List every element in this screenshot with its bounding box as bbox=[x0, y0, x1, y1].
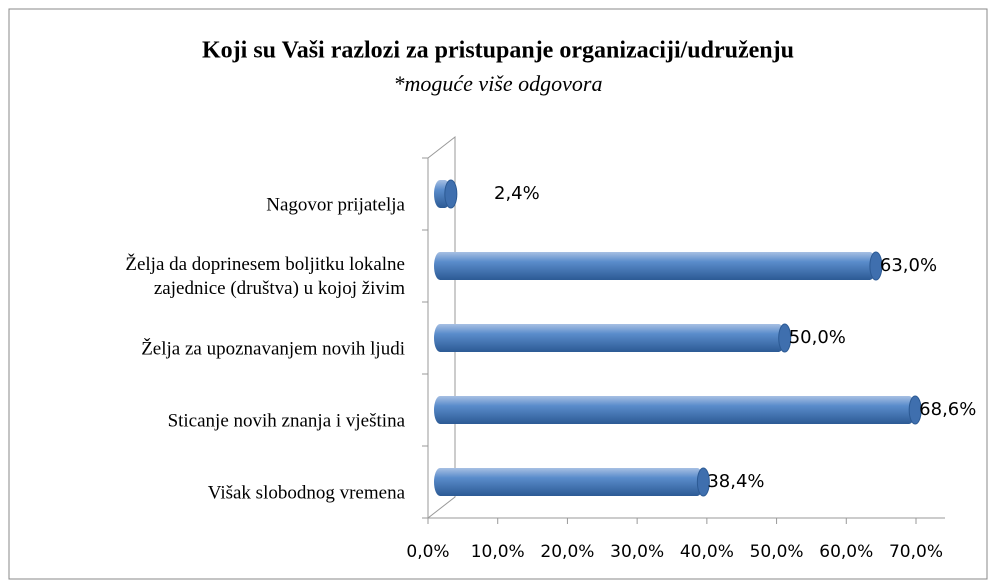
y-tick-label: Želja za upoznavanjem novih ljudi bbox=[141, 337, 405, 359]
back-wall bbox=[427, 135, 456, 520]
bar bbox=[434, 324, 785, 352]
x-tick-label: 50,0% bbox=[750, 542, 804, 562]
y-tick-label: Želja da doprinesem boljitku lokalne zaje… bbox=[125, 253, 405, 299]
x-tick-label: 60,0% bbox=[819, 542, 873, 562]
value-label: 50,0% bbox=[789, 327, 846, 348]
x-tick-label: 20,0% bbox=[540, 542, 594, 562]
x-tick-label: 30,0% bbox=[610, 542, 664, 562]
x-tick-label: 0,0% bbox=[406, 542, 449, 562]
y-tick-label: Nagovor prijatelja bbox=[266, 194, 405, 215]
value-label: 68,6% bbox=[919, 399, 976, 420]
x-tick-label: 70,0% bbox=[889, 542, 943, 562]
bar bbox=[434, 396, 916, 424]
bar-cap bbox=[908, 395, 922, 425]
value-label: 2,4% bbox=[494, 183, 540, 204]
bar-cap bbox=[778, 323, 792, 353]
value-label: 63,0% bbox=[880, 255, 937, 276]
value-label: 38,4% bbox=[707, 471, 764, 492]
y-tick-label: Sticanje novih znanja i vještina bbox=[168, 410, 406, 431]
x-tick-label: 10,0% bbox=[471, 542, 525, 562]
bar bbox=[434, 468, 704, 496]
bar-cap bbox=[869, 251, 883, 281]
y-tick-label: Višak slobodnog vremena bbox=[208, 482, 406, 503]
x-tick-label: 40,0% bbox=[680, 542, 734, 562]
bar-cap bbox=[444, 179, 458, 209]
bar-cap bbox=[696, 467, 710, 497]
chart-title: Koji su Vaši razlozi za pristupanje orga… bbox=[202, 38, 794, 64]
bar bbox=[434, 252, 876, 280]
chart-subtitle: *moguće više odgovora bbox=[394, 71, 603, 96]
